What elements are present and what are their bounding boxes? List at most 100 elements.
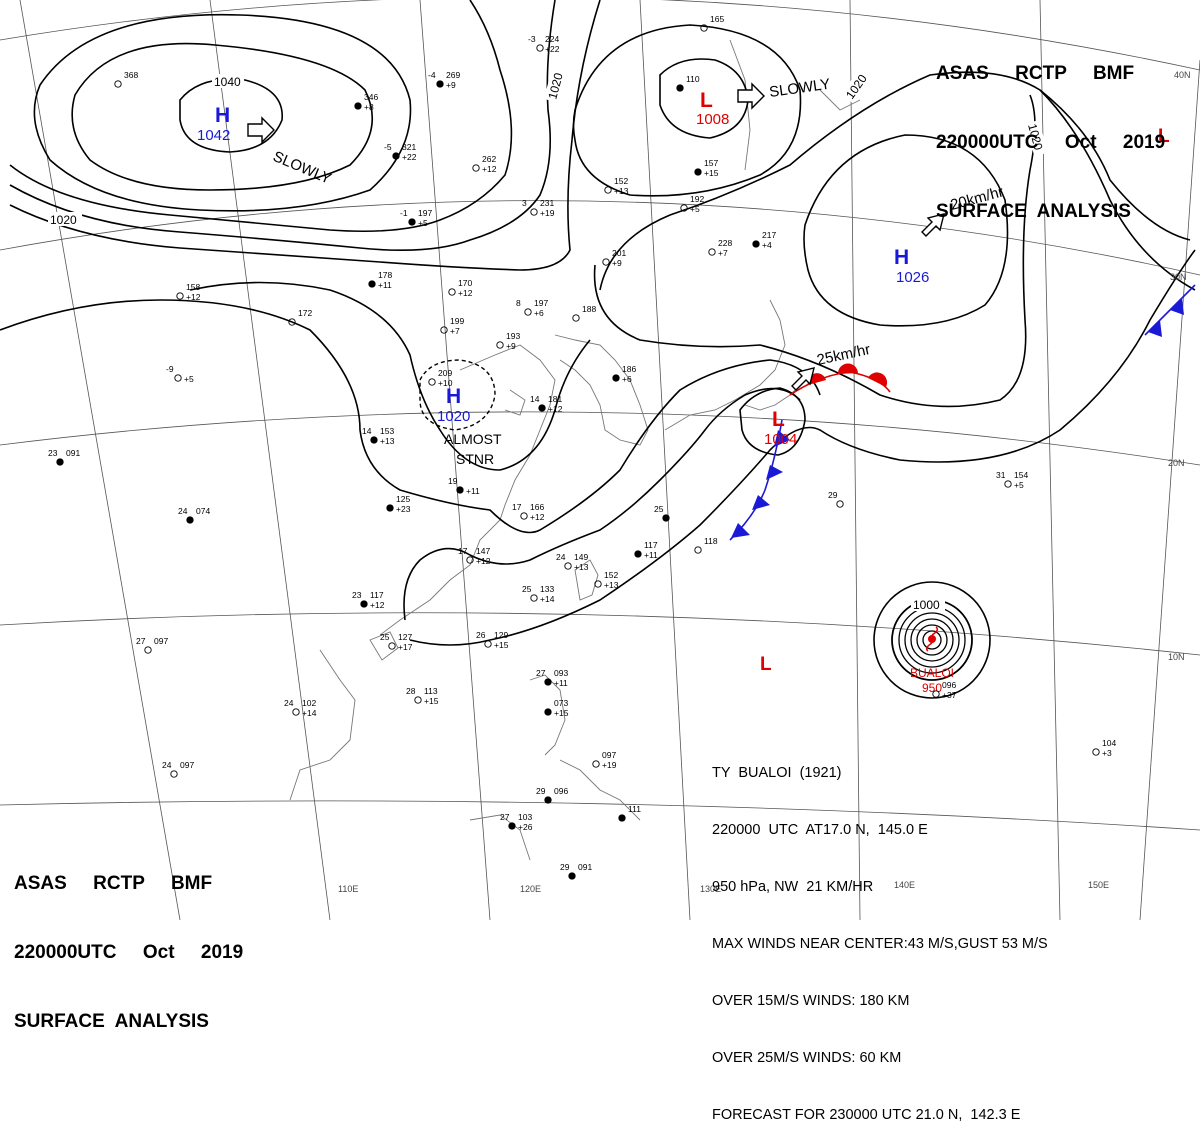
lon-labels: 110E 120E 130E 140E 150E: [338, 880, 1109, 894]
station: 172: [288, 308, 312, 326]
station-plots: -3 224+22 -4 269+9 346+8 368 -5 321+22 262+…: [48, 14, 1116, 880]
svg-text:+9: +9: [446, 80, 456, 90]
svg-text:24: 24: [284, 698, 294, 708]
svg-text:192: 192: [690, 194, 704, 204]
svg-text:+3: +3: [1102, 748, 1112, 758]
station: 096+37: [932, 680, 957, 700]
svg-text:228: 228: [718, 238, 732, 248]
svg-text:14: 14: [530, 394, 540, 404]
motion-arrow-h1042: [247, 116, 275, 144]
svg-text:25: 25: [522, 584, 532, 594]
coast-bohai: [504, 389, 526, 416]
coast-luzon: [529, 674, 566, 756]
lat-labels: 40N 30N 20N 10N: [1168, 70, 1191, 662]
high-1020-value: 1020: [437, 408, 470, 425]
low-1008-symbol: L: [700, 89, 713, 112]
lat-label-30n: 30N: [1170, 272, 1187, 282]
low-1004-symbol: L: [772, 408, 785, 431]
coast-kurils: [819, 89, 861, 111]
svg-text:-4: -4: [428, 70, 436, 80]
svg-text:+12: +12: [476, 556, 491, 566]
station: 368: [114, 70, 138, 88]
coast-borneo: [469, 814, 531, 861]
cold-front-tri-1: [774, 430, 790, 447]
svg-text:097: 097: [180, 760, 194, 770]
station: 201+9: [602, 248, 626, 268]
isobar-h1026: [803, 134, 1009, 327]
header-bottom-left: ASAS RCTP BMF 220000UTC Oct 2019 SURFACE…: [14, 826, 243, 1056]
svg-text:14: 14: [362, 426, 372, 436]
lat-label-40n: 40N: [1174, 70, 1191, 80]
lon-label-130e: 130E: [700, 884, 721, 894]
svg-text:23: 23: [352, 590, 362, 600]
svg-text:25: 25: [380, 632, 390, 642]
station: 26 129+15: [476, 630, 509, 650]
svg-text:-3: -3: [528, 34, 536, 44]
svg-text:201: 201: [612, 248, 626, 258]
svg-text:+8: +8: [364, 102, 374, 112]
svg-text:157: 157: [704, 158, 718, 168]
svg-text:24: 24: [178, 506, 188, 516]
typhoon-pressure: 950: [922, 681, 942, 695]
isobar-1020-west: [9, 0, 601, 271]
svg-text:+15: +15: [494, 640, 509, 650]
svg-text:103: 103: [518, 812, 532, 822]
svg-text:096: 096: [554, 786, 568, 796]
station: 24 102+14: [284, 698, 317, 718]
svg-text:209: 209: [438, 368, 452, 378]
cold-front-tri-3: [752, 495, 770, 510]
lat-label-10n: 10N: [1168, 652, 1185, 662]
isobar-north-1: [9, 0, 513, 233]
high-1020-symbol: H: [446, 385, 461, 408]
svg-text:074: 074: [196, 506, 210, 516]
svg-text:125: 125: [396, 494, 410, 504]
station: 192+5: [680, 194, 704, 214]
lon-line-140e: [849, 0, 861, 920]
svg-text:+17: +17: [398, 642, 413, 652]
svg-text:+11: +11: [554, 678, 568, 688]
svg-text:17: 17: [458, 546, 468, 556]
lon-line-130e: [639, 0, 691, 920]
svg-text:+7: +7: [450, 326, 460, 336]
svg-text:+14: +14: [540, 594, 555, 604]
typhoon-info-line: FORECAST FOR 230000 UTC 21.0 N, 142.3 E: [712, 1107, 1021, 1123]
svg-text:+10: +10: [438, 378, 453, 388]
svg-text:+5: +5: [184, 374, 194, 384]
svg-text:178: 178: [378, 270, 392, 280]
station: 3 231+19: [522, 198, 555, 218]
isobar-east-1020: [593, 94, 1036, 408]
svg-text:110: 110: [686, 74, 700, 84]
low-south-symbol: L: [760, 654, 772, 675]
east-cold-front-tri-1: [1148, 320, 1162, 337]
station: 157+15: [694, 158, 719, 178]
svg-text:3: 3: [522, 198, 527, 208]
station: 152+13: [604, 176, 629, 196]
warm-front-bump-2: [837, 363, 858, 374]
svg-text:093: 093: [554, 668, 568, 678]
station: 27 097: [136, 636, 168, 654]
station: 17 166+12: [512, 502, 545, 522]
svg-text:29: 29: [828, 490, 838, 500]
svg-text:+22: +22: [545, 44, 560, 54]
svg-text:118: 118: [704, 536, 718, 546]
station: -3 224+22: [528, 34, 560, 54]
svg-text:321: 321: [402, 142, 416, 152]
station: 24 074: [178, 506, 210, 524]
svg-text:073: 073: [554, 698, 568, 708]
svg-text:-1: -1: [400, 208, 408, 218]
station: -4 269+9: [428, 70, 460, 90]
svg-text:+15: +15: [424, 696, 439, 706]
cold-front-tri-2: [766, 465, 783, 480]
svg-text:166: 166: [530, 502, 544, 512]
high-1026-symbol: H: [894, 246, 909, 269]
svg-text:26: 26: [476, 630, 486, 640]
station: 346+8: [354, 92, 378, 112]
svg-text:096: 096: [942, 680, 956, 690]
svg-text:111: 111: [628, 804, 641, 814]
svg-text:133: 133: [540, 584, 554, 594]
svg-text:117: 117: [370, 590, 384, 600]
svg-text:24: 24: [556, 552, 566, 562]
svg-text:+13: +13: [614, 186, 629, 196]
station: 23 117+12: [352, 590, 385, 610]
svg-text:117: 117: [644, 540, 658, 550]
